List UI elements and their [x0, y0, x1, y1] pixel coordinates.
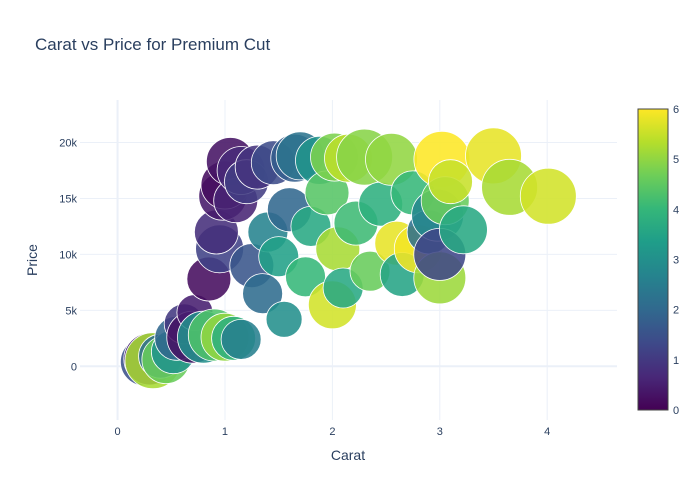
- x-axis-title: Carat: [331, 447, 365, 463]
- chart-title: Carat vs Price for Premium Cut: [35, 35, 270, 54]
- colorbar-tick-label: 4: [673, 204, 679, 216]
- y-tick-label: 5k: [65, 305, 77, 317]
- x-tick-labels: 0 1 2 3 4: [115, 426, 551, 438]
- colorbar-tick-label: 6: [673, 104, 679, 116]
- data-point: [438, 205, 488, 255]
- data-point: [265, 300, 303, 338]
- x-tick-label: 3: [437, 426, 443, 438]
- bubble-layer: [119, 127, 577, 390]
- x-tick-label: 2: [329, 426, 335, 438]
- data-point: [519, 167, 577, 225]
- y-tick-label: 0: [71, 361, 77, 373]
- data-point: [220, 318, 262, 360]
- y-tick-labels: 0 5k 10k 15k 20k: [59, 138, 77, 374]
- colorbar-tick-label: 2: [673, 305, 679, 317]
- colorbar-tick-label: 0: [673, 405, 679, 417]
- y-tick-label: 15k: [59, 193, 77, 205]
- colorbar-tick-label: 3: [673, 255, 679, 267]
- colorbar-tick-label: 5: [673, 154, 679, 166]
- y-axis-title: Price: [24, 244, 40, 276]
- colorbar-tick-label: 1: [673, 355, 679, 367]
- data-point: [242, 273, 284, 315]
- colorbar-gradient: [637, 108, 669, 411]
- y-tick-label: 20k: [59, 138, 77, 150]
- colorbar: 0 1 2 3 4 5 6: [637, 104, 679, 417]
- data-point: [428, 159, 473, 205]
- x-tick-label: 4: [544, 426, 550, 438]
- colorbar-ticks: 0 1 2 3 4 5 6: [673, 104, 679, 417]
- x-tick-label: 1: [222, 426, 228, 438]
- x-tick-label: 0: [115, 426, 121, 438]
- data-point: [285, 256, 326, 298]
- y-tick-label: 10k: [59, 249, 77, 261]
